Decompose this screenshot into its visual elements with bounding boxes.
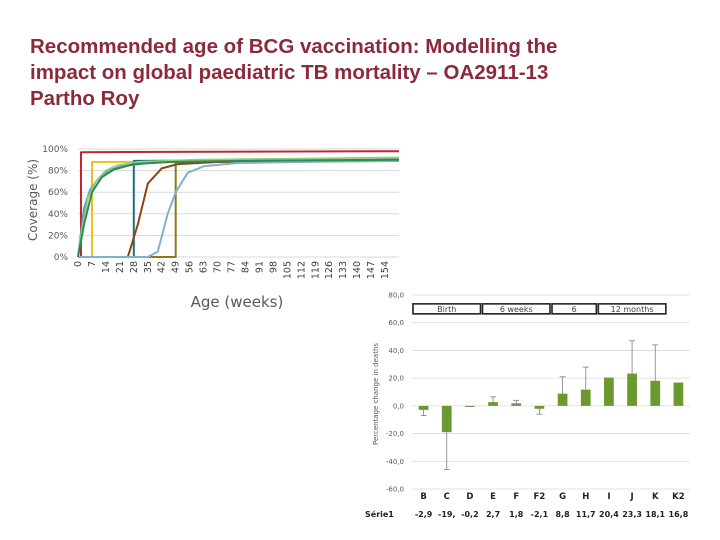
- y-tick-label: 100%: [42, 145, 68, 155]
- group-label: 6 weeks: [500, 305, 533, 314]
- x-tick-label: 147: [366, 261, 377, 279]
- value-label: 16,8: [669, 510, 689, 519]
- category-label: D: [466, 492, 473, 502]
- x-axis-label: Age (weeks): [191, 293, 284, 311]
- y-tick-label: 0,0: [393, 402, 404, 410]
- group-label-box: [551, 303, 598, 315]
- category-label: I: [607, 492, 610, 502]
- bar: [650, 380, 661, 406]
- legend-row-label: Série1: [365, 509, 394, 519]
- value-label: 1,8: [509, 510, 524, 519]
- value-label: -0,2: [461, 510, 479, 519]
- x-tick-label: 21: [115, 261, 126, 273]
- series-line: [78, 158, 400, 258]
- x-tick-label: 126: [324, 261, 335, 279]
- category-label: K2: [672, 492, 685, 502]
- group-label: Birth: [437, 305, 456, 314]
- x-tick-label: 7: [87, 261, 98, 267]
- category-label: F: [513, 492, 519, 502]
- x-tick-label: 84: [240, 261, 251, 273]
- x-tick-label: 49: [171, 261, 182, 273]
- group-label: 12 months: [611, 305, 654, 314]
- y-tick-label: -20,0: [386, 430, 404, 438]
- x-tick-label: 56: [185, 261, 196, 273]
- group-label-box: [597, 303, 667, 315]
- value-label: 20,4: [599, 510, 619, 519]
- y-tick-label: 60%: [48, 188, 68, 198]
- category-label: F2: [534, 492, 546, 502]
- title-line-2: impact on global paediatric TB mortality…: [30, 61, 549, 84]
- y-axis-label: Percentage change in deaths: [372, 343, 380, 445]
- slide-title: Recommended age of BCG vaccination: Mode…: [30, 34, 690, 112]
- y-tick-label: 60,0: [388, 319, 404, 327]
- x-tick-label: 140: [352, 261, 363, 279]
- x-tick-label: 98: [268, 261, 279, 273]
- y-tick-label: 20%: [48, 231, 68, 241]
- series-line: [77, 156, 400, 258]
- bar: [673, 382, 684, 406]
- category-label: H: [582, 492, 589, 502]
- y-tick-label: -40,0: [386, 458, 404, 466]
- value-label: 23,3: [622, 510, 642, 519]
- x-tick-label: 14: [101, 261, 112, 273]
- value-label: 2,7: [486, 510, 500, 519]
- bar: [604, 377, 614, 406]
- group-label: 6: [572, 305, 577, 314]
- category-label: B: [420, 492, 426, 502]
- x-tick-label: 119: [310, 261, 321, 279]
- x-tick-label: 105: [282, 261, 293, 279]
- series-line: [77, 158, 400, 258]
- x-tick-label: 133: [338, 261, 349, 279]
- x-tick-label: 63: [199, 261, 210, 273]
- category-label: G: [559, 492, 566, 502]
- group-label-box: [412, 303, 482, 315]
- y-tick-label: 80%: [48, 167, 68, 177]
- bar: [627, 373, 637, 406]
- value-label: -2,1: [531, 510, 549, 519]
- bar: [441, 405, 452, 433]
- y-tick-label: -60,0: [386, 486, 404, 494]
- value-label: 11,7: [576, 510, 596, 519]
- category-label: E: [490, 492, 496, 502]
- x-tick-label: 112: [296, 261, 307, 279]
- bar: [418, 405, 429, 410]
- x-tick-label: 91: [254, 261, 265, 273]
- bar: [534, 405, 545, 409]
- value-label: 8,8: [555, 510, 570, 519]
- series-line: [78, 159, 400, 258]
- mortality-bar-chart: -60,0 -40,0 -20,0 0,0 20,0 40,0 60,0 80,0 Birth…: [365, 292, 690, 519]
- x-tick-label: 0: [73, 261, 84, 267]
- y-axis-label: Coverage (%): [26, 159, 40, 241]
- series-line: [77, 157, 400, 258]
- y-tick-label: 80,0: [388, 292, 404, 300]
- x-tick-label: 28: [129, 261, 140, 273]
- series-line: [78, 159, 400, 258]
- coverage-line-chart: 0% 20% 40% 60% 80% 100% 0 7 14 21 28 35 42 49 56 63 70 7…: [26, 145, 400, 311]
- x-tick-label: 70: [213, 261, 224, 273]
- series-line: [78, 159, 400, 258]
- category-label: J: [629, 492, 633, 502]
- group-label-box: [481, 303, 551, 315]
- x-tick-label: 42: [157, 261, 168, 273]
- bar: [557, 393, 568, 406]
- y-tick-label: 40%: [48, 210, 68, 220]
- bar: [580, 389, 591, 406]
- series-line: [78, 158, 400, 258]
- category-label: C: [444, 492, 450, 502]
- x-tick-label: 35: [143, 261, 154, 273]
- title-line-3: Partho Roy: [30, 87, 140, 110]
- value-label: 18,1: [645, 510, 665, 519]
- value-label: -19,: [438, 510, 456, 519]
- title-line-1: Recommended age of BCG vaccination: Mode…: [30, 35, 558, 58]
- y-tick-label: 40,0: [388, 347, 404, 355]
- y-tick-label: 0%: [54, 253, 69, 263]
- x-tick-label: 154: [380, 261, 391, 279]
- value-label: -2,9: [415, 510, 433, 519]
- x-tick-label: 77: [227, 261, 238, 273]
- category-label: K: [652, 492, 659, 502]
- y-tick-label: 20,0: [388, 375, 404, 383]
